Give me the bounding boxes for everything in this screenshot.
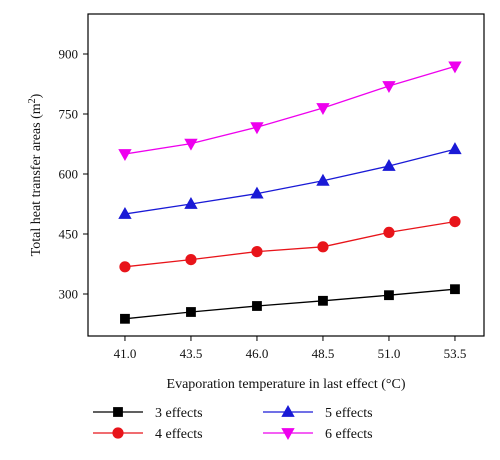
y-tick-label: 750 bbox=[59, 107, 79, 122]
y-axis: 300 450 600 750 900 bbox=[59, 47, 88, 302]
data-point bbox=[384, 290, 394, 301]
data-point bbox=[251, 246, 263, 258]
data-point bbox=[118, 149, 132, 162]
series-line bbox=[124, 65, 456, 155]
y-tick-label: 300 bbox=[59, 287, 79, 302]
data-point bbox=[119, 261, 131, 273]
legend-marker bbox=[281, 404, 295, 417]
x-tick-label: 51.0 bbox=[378, 346, 401, 361]
legend-item: 5 effects bbox=[263, 404, 373, 421]
y-tick-label: 450 bbox=[59, 227, 79, 242]
data-point bbox=[382, 158, 396, 171]
series-line bbox=[124, 288, 456, 320]
data-point bbox=[250, 122, 264, 135]
legend: 3 effects 4 effects 5 effects 6 effects bbox=[93, 404, 373, 442]
y-axis-title-main: Total heat transfer areas (m bbox=[29, 103, 44, 256]
data-point bbox=[118, 206, 132, 219]
x-tick-label: 43.5 bbox=[180, 346, 203, 361]
data-point bbox=[318, 295, 328, 306]
data-point bbox=[317, 241, 329, 253]
data-point bbox=[448, 61, 462, 74]
x-tick-label: 41.0 bbox=[114, 346, 137, 361]
data-point bbox=[316, 173, 330, 186]
data-point bbox=[184, 138, 198, 151]
data-point bbox=[250, 186, 264, 199]
y-tick-label: 900 bbox=[59, 47, 79, 62]
x-tick-label: 48.5 bbox=[312, 346, 335, 361]
data-point bbox=[382, 81, 396, 94]
legend-marker bbox=[281, 428, 295, 441]
data-point bbox=[120, 313, 130, 324]
legend-label: 5 effects bbox=[325, 406, 373, 421]
legend-label: 6 effects bbox=[325, 427, 373, 442]
series-3-effects bbox=[120, 284, 460, 324]
y-axis-title-close: ) bbox=[29, 93, 44, 98]
x-axis: 41.0 43.5 46.0 48.5 51.0 53.5 bbox=[114, 336, 467, 361]
series-6-effects bbox=[118, 61, 462, 162]
data-point bbox=[252, 301, 262, 311]
y-tick-label: 600 bbox=[59, 167, 79, 182]
x-axis-title: Evaporation temperature in last effect (… bbox=[167, 377, 406, 392]
series-line bbox=[124, 148, 456, 215]
legend-item: 4 effects bbox=[93, 427, 203, 442]
legend-item: 3 effects bbox=[93, 406, 203, 421]
data-point bbox=[184, 196, 198, 209]
series-5-effects bbox=[118, 142, 462, 219]
x-tick-label: 46.0 bbox=[246, 346, 269, 361]
legend-item: 6 effects bbox=[263, 427, 373, 442]
y-axis-title: Total heat transfer areas (m2) bbox=[27, 93, 44, 256]
data-point bbox=[383, 226, 395, 238]
legend-marker bbox=[112, 427, 124, 439]
data-point bbox=[316, 103, 330, 116]
legend-label: 4 effects bbox=[155, 427, 203, 442]
legend-label: 3 effects bbox=[155, 406, 203, 421]
x-tick-label: 53.5 bbox=[444, 346, 467, 361]
series-4-effects bbox=[119, 216, 461, 273]
data-point bbox=[450, 284, 460, 295]
plot-frame bbox=[87, 13, 485, 337]
legend-marker bbox=[113, 407, 123, 417]
data-point bbox=[448, 142, 462, 155]
y-axis-title-sup: 2 bbox=[27, 98, 38, 103]
data-point bbox=[186, 307, 196, 317]
data-point bbox=[185, 254, 197, 266]
data-point bbox=[449, 216, 461, 228]
series-line bbox=[124, 220, 456, 268]
series-layer bbox=[118, 61, 462, 324]
